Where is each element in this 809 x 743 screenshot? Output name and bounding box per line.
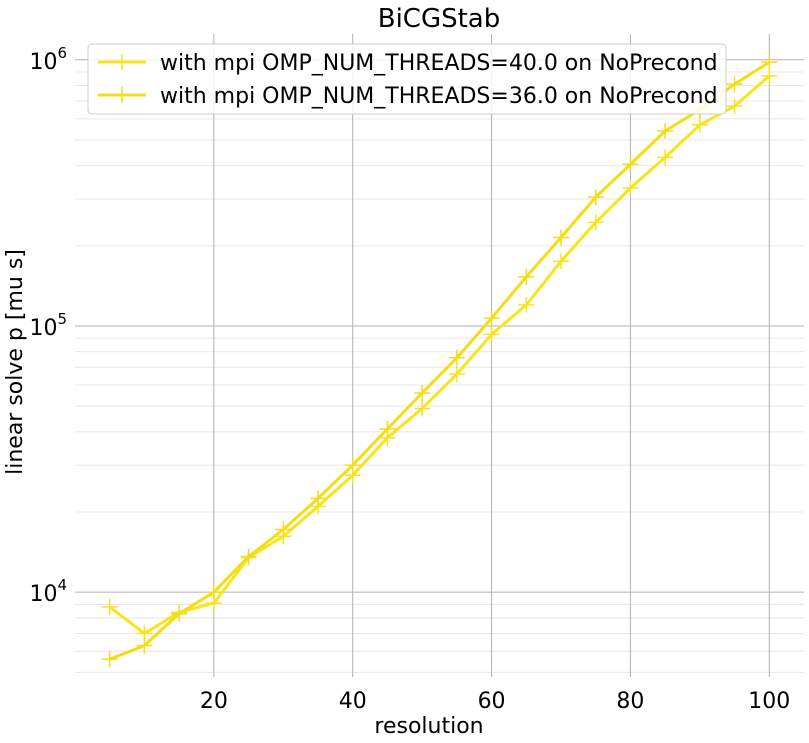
data-point: [518, 296, 535, 313]
grid: [75, 34, 804, 677]
x-tick-label: 100: [748, 689, 790, 714]
series-lines: [108, 60, 771, 661]
y-axis-ticks: 104 105 106: [29, 44, 67, 607]
data-point: [657, 123, 674, 140]
data-point: [483, 310, 500, 327]
x-tick-label: 80: [616, 689, 644, 714]
data-point: [587, 214, 604, 231]
series-line-2: [109, 60, 771, 661]
data-point: [448, 366, 465, 383]
data-point: [518, 268, 535, 285]
data-point: [240, 548, 257, 565]
data-point: [761, 54, 778, 71]
data-point: [761, 67, 778, 84]
data-point: [275, 521, 292, 538]
data-point: [622, 179, 639, 196]
x-axis-ticks: 20 40 60 80 100: [200, 689, 790, 714]
data-point: [587, 189, 604, 206]
x-axis-label: resolution: [374, 714, 483, 739]
data-point: [414, 385, 431, 402]
legend-label: with mpi OMP_NUM_THREADS=36.0 on NoPreco…: [160, 84, 718, 109]
y-tick-label: 106: [29, 44, 67, 75]
data-point: [553, 253, 569, 270]
data-point: [136, 637, 153, 654]
x-tick-label: 60: [478, 689, 506, 714]
data-point: [622, 156, 639, 173]
data-point: [379, 421, 396, 438]
data-point: [448, 349, 465, 366]
data-point: [553, 229, 569, 246]
data-point: [101, 598, 118, 615]
data-point: [205, 584, 222, 601]
data-point: [483, 326, 500, 343]
y-axis-label: linear solve p [mu s]: [3, 249, 28, 475]
data-point: [726, 76, 743, 93]
y-tick-label: 105: [29, 310, 67, 341]
series-line-1: [108, 74, 771, 635]
legend: with mpi OMP_NUM_THREADS=40.0 on NoPreco…: [87, 43, 727, 115]
y-tick-label: 104: [29, 576, 67, 607]
data-point: [414, 400, 431, 417]
legend-marker: [114, 54, 130, 70]
data-point: [171, 605, 188, 622]
data-point: [691, 116, 708, 133]
x-tick-label: 20: [200, 689, 228, 714]
legend-marker: [114, 87, 130, 103]
series-markers: [101, 54, 778, 668]
legend-label: with mpi OMP_NUM_THREADS=40.0 on NoPreco…: [160, 51, 718, 76]
data-point: [310, 490, 326, 507]
x-tick-label: 40: [339, 689, 367, 714]
data-point: [101, 651, 118, 668]
data-point: [344, 457, 361, 474]
data-point: [726, 98, 743, 115]
legend-box: [87, 43, 727, 115]
data-point: [657, 149, 674, 166]
chart-title: BiCGStab: [378, 4, 501, 34]
